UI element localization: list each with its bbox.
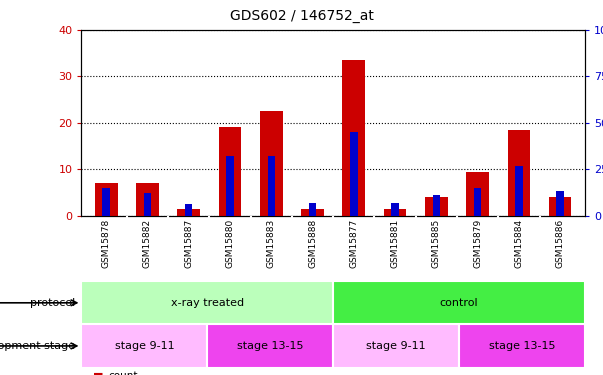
- Bar: [333, 281, 585, 324]
- Bar: [301, 209, 324, 216]
- Bar: [103, 188, 110, 216]
- Bar: [268, 156, 275, 216]
- Text: GSM15884: GSM15884: [514, 219, 523, 268]
- Text: GSM15888: GSM15888: [308, 219, 317, 268]
- Text: GSM15878: GSM15878: [102, 219, 111, 268]
- Text: control: control: [440, 298, 478, 308]
- Text: GSM15881: GSM15881: [391, 219, 400, 268]
- Bar: [343, 60, 365, 216]
- Text: GSM15883: GSM15883: [267, 219, 276, 268]
- Bar: [185, 204, 192, 216]
- Bar: [432, 195, 440, 216]
- Text: GSM15886: GSM15886: [555, 219, 564, 268]
- Text: development stage: development stage: [0, 341, 75, 351]
- Text: GSM15885: GSM15885: [432, 219, 441, 268]
- Bar: [391, 202, 399, 216]
- Text: GSM15882: GSM15882: [143, 219, 152, 268]
- Bar: [144, 194, 151, 216]
- Text: ■: ■: [93, 371, 104, 375]
- Text: protocol: protocol: [30, 298, 75, 308]
- Bar: [549, 197, 572, 216]
- Bar: [350, 132, 358, 216]
- Text: x-ray treated: x-ray treated: [171, 298, 244, 308]
- Bar: [333, 324, 459, 368]
- Text: count: count: [109, 371, 138, 375]
- Bar: [459, 324, 585, 368]
- Bar: [81, 324, 207, 368]
- Bar: [557, 192, 564, 216]
- Bar: [136, 183, 159, 216]
- Text: GSM15887: GSM15887: [184, 219, 193, 268]
- Text: stage 13-15: stage 13-15: [237, 341, 303, 351]
- Text: GSM15880: GSM15880: [226, 219, 235, 268]
- Bar: [474, 188, 481, 216]
- Bar: [425, 197, 447, 216]
- Bar: [177, 209, 200, 216]
- Text: GDS602 / 146752_at: GDS602 / 146752_at: [230, 9, 373, 23]
- Bar: [219, 128, 241, 216]
- Text: stage 13-15: stage 13-15: [488, 341, 555, 351]
- Bar: [466, 171, 489, 216]
- Bar: [508, 130, 530, 216]
- Bar: [384, 209, 406, 216]
- Bar: [515, 165, 523, 216]
- Bar: [207, 324, 333, 368]
- Text: stage 9-11: stage 9-11: [366, 341, 426, 351]
- Bar: [260, 111, 283, 216]
- Text: GSM15877: GSM15877: [349, 219, 358, 268]
- Bar: [81, 281, 333, 324]
- Text: stage 9-11: stage 9-11: [115, 341, 174, 351]
- Bar: [226, 156, 234, 216]
- Bar: [95, 183, 118, 216]
- Text: GSM15879: GSM15879: [473, 219, 482, 268]
- Bar: [309, 202, 316, 216]
